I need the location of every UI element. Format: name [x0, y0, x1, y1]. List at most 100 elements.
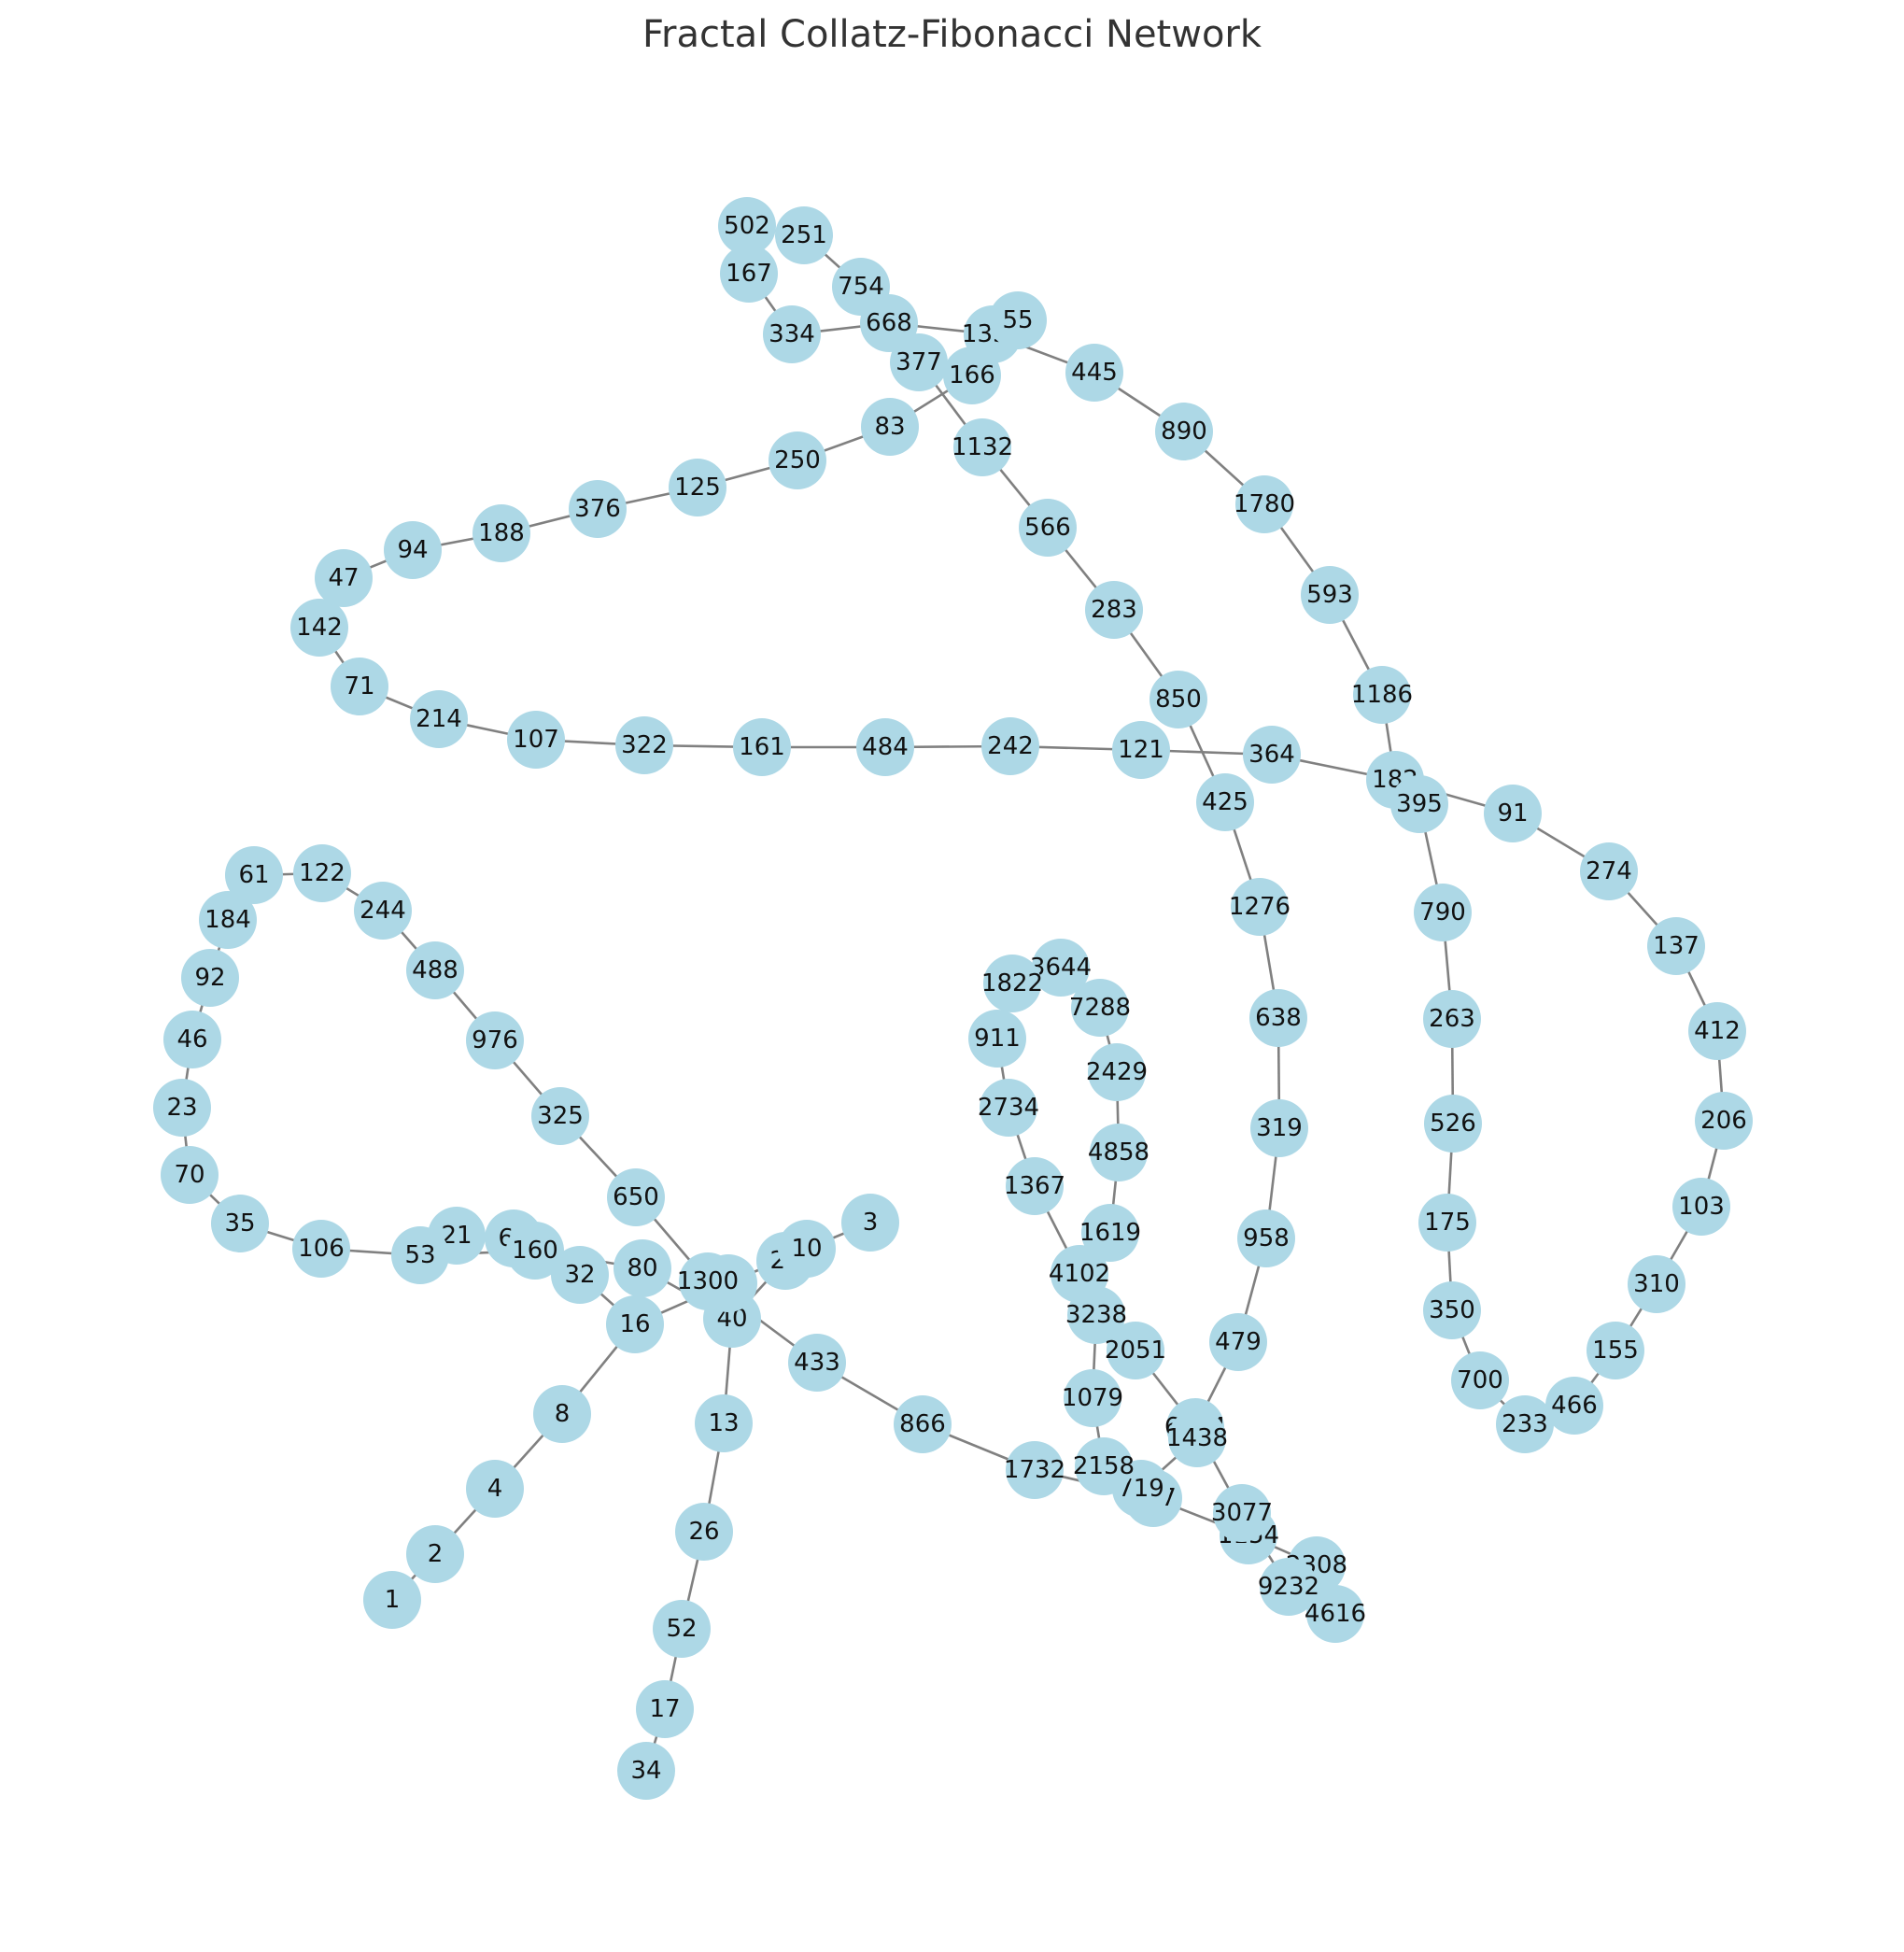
node-label: 1438	[1166, 1424, 1228, 1452]
node-94: 94	[384, 521, 442, 579]
node-61: 61	[225, 846, 283, 904]
node-4102: 4102	[1049, 1245, 1110, 1303]
node-circle	[606, 1295, 664, 1353]
node-83: 83	[861, 398, 919, 456]
node-circle	[1071, 979, 1129, 1037]
node-2734: 2734	[978, 1079, 1039, 1137]
node-label: 1186	[1351, 681, 1413, 709]
node-label: 4616	[1305, 1600, 1366, 1628]
node-166: 166	[943, 347, 1001, 404]
node-label: 319	[1256, 1114, 1303, 1142]
node-circle	[983, 955, 1041, 1012]
node-395: 395	[1390, 775, 1448, 833]
node-circle	[292, 1220, 350, 1278]
node-circle	[181, 949, 239, 1007]
node-433: 433	[788, 1334, 846, 1392]
node-label: 32	[564, 1261, 595, 1289]
node-label: 35	[224, 1209, 255, 1238]
node-label: 52	[666, 1615, 697, 1643]
node-circle	[890, 333, 948, 391]
node-circle	[636, 1680, 694, 1738]
node-circle	[1647, 917, 1705, 975]
node-label: 433	[794, 1349, 840, 1377]
node-label: 395	[1396, 790, 1443, 818]
node-label: 850	[1155, 686, 1202, 714]
node-circle	[720, 245, 778, 303]
node-circle	[1587, 1322, 1644, 1379]
node-1780: 1780	[1234, 475, 1295, 533]
node-890: 890	[1155, 403, 1213, 460]
node-label: 92	[194, 964, 225, 992]
node-label: 3	[863, 1209, 879, 1237]
node-label: 700	[1457, 1366, 1503, 1394]
node-26: 26	[675, 1503, 733, 1561]
node-circle	[384, 521, 442, 579]
node-circle	[1580, 842, 1638, 900]
node-167: 167	[720, 245, 778, 303]
node-label: 47	[328, 564, 359, 592]
node-circle	[1423, 1281, 1481, 1339]
node-242: 242	[981, 717, 1039, 775]
node-4616: 4616	[1305, 1585, 1366, 1643]
node-188: 188	[472, 504, 530, 562]
node-325: 325	[531, 1087, 589, 1145]
node-label: 214	[416, 705, 462, 733]
node-263: 263	[1423, 990, 1481, 1048]
node-label: 10	[791, 1235, 822, 1263]
node-label: 650	[613, 1183, 659, 1211]
node-circle	[1006, 1157, 1064, 1215]
node-650: 650	[607, 1168, 665, 1226]
node-circle	[1353, 666, 1411, 724]
node-label: 1079	[1062, 1384, 1123, 1412]
node-label: 242	[987, 732, 1034, 760]
node-label: 4102	[1049, 1260, 1110, 1288]
node-502: 502	[718, 197, 776, 255]
node-376: 376	[569, 480, 627, 538]
node-1186: 1186	[1351, 666, 1413, 724]
node-circle	[1451, 1351, 1509, 1409]
node-circle	[531, 1087, 589, 1145]
node-label: 283	[1091, 596, 1137, 624]
node-label: 70	[174, 1161, 205, 1189]
node-label: 976	[472, 1026, 518, 1054]
node-71: 71	[331, 658, 388, 715]
node-label: 142	[296, 614, 343, 642]
node-circle	[607, 1168, 665, 1226]
node-circle	[861, 398, 919, 456]
node-label: 1300	[677, 1267, 739, 1295]
node-circle	[331, 658, 388, 715]
node-label: 155	[1592, 1337, 1639, 1365]
node-circle	[679, 1252, 737, 1310]
node-label: 107	[513, 726, 559, 754]
node-label: 184	[205, 906, 251, 934]
node-circle	[1390, 775, 1448, 833]
node-label: 23	[166, 1094, 197, 1122]
node-1367: 1367	[1004, 1157, 1065, 1215]
node-16: 16	[606, 1295, 664, 1353]
node-circle	[1112, 721, 1170, 779]
node-circle	[163, 1011, 221, 1068]
node-125: 125	[669, 459, 726, 516]
node-label: 377	[896, 348, 942, 376]
node-251: 251	[775, 206, 833, 264]
node-circle	[1149, 671, 1207, 728]
node-label: 484	[862, 733, 909, 761]
node-circle	[718, 197, 776, 255]
node-46: 46	[163, 1011, 221, 1068]
node-92: 92	[181, 949, 239, 1007]
node-circle	[1243, 726, 1301, 784]
node-label: 263	[1429, 1005, 1475, 1033]
node-label: 160	[512, 1237, 558, 1265]
node-circle	[1628, 1255, 1685, 1313]
node-circle	[1672, 1178, 1730, 1236]
node-circle	[1250, 1099, 1308, 1157]
node-label: 106	[298, 1235, 345, 1263]
node-label: 668	[866, 309, 912, 337]
node-700: 700	[1451, 1351, 1509, 1409]
node-circle	[1423, 990, 1481, 1048]
node-866: 866	[894, 1395, 952, 1453]
node-9232: 9232	[1258, 1558, 1319, 1616]
diagram-title: Fractal Collatz-Fibonacci Network	[642, 13, 1262, 56]
nodes-layer: 1248163264215316080401326521734201035106…	[153, 197, 1753, 1800]
node-circle	[1545, 1377, 1603, 1435]
